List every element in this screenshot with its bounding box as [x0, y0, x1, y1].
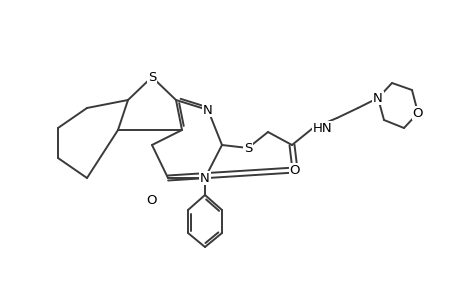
Text: N: N — [372, 92, 382, 104]
Text: O: O — [146, 194, 157, 206]
Text: S: S — [147, 70, 156, 83]
Text: O: O — [412, 106, 422, 119]
Text: N: N — [203, 103, 213, 116]
Text: HN: HN — [312, 122, 332, 134]
Text: N: N — [200, 172, 209, 184]
Text: S: S — [243, 142, 252, 154]
Text: O: O — [289, 164, 300, 176]
